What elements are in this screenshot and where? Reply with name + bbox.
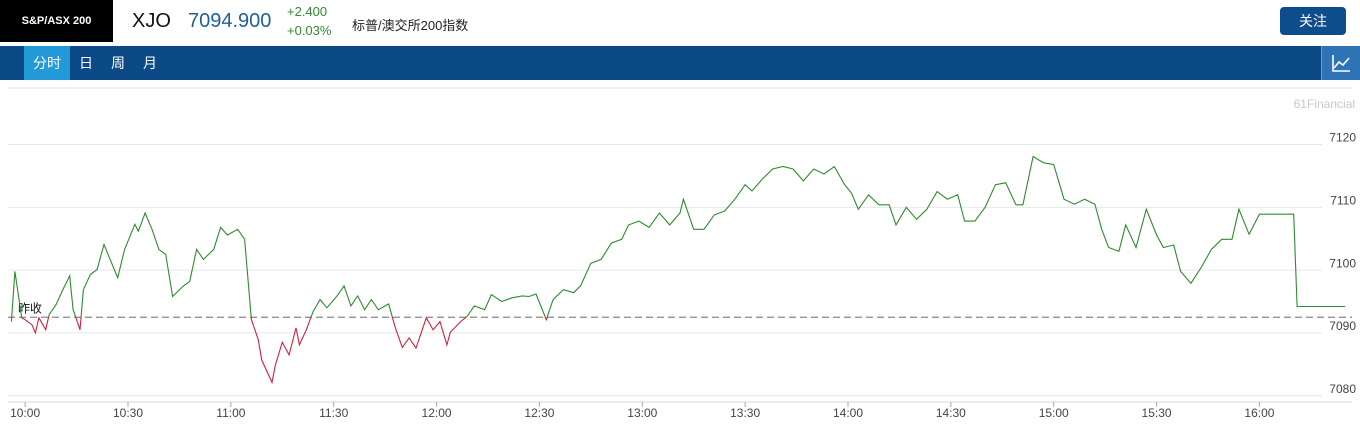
index-badge: S&P/ASX 200 xyxy=(0,0,113,42)
x-tick-label: 13:30 xyxy=(730,406,760,420)
y-tick-label: 7100 xyxy=(1329,256,1356,270)
tab-bar: 分时 日 周 月 xyxy=(0,46,1360,80)
x-tick-label: 11:30 xyxy=(319,406,348,420)
index-name: 标普/澳交所200指数 xyxy=(352,18,469,33)
x-tick-label: 12:30 xyxy=(524,406,554,420)
x-tick-label: 11:00 xyxy=(216,406,245,420)
symbol: XJO xyxy=(132,10,171,32)
watermark: 61Financial xyxy=(1294,97,1355,111)
header: S&P/ASX 200 XJO 7094.900 +2.400 +0.03% 标… xyxy=(0,0,1360,44)
y-tick-label: 7110 xyxy=(1330,193,1356,207)
price: 7094.900 xyxy=(188,10,272,32)
x-tick-label: 16:00 xyxy=(1244,406,1274,420)
follow-button[interactable]: 关注 xyxy=(1280,7,1346,35)
change-pct: +0.03% xyxy=(287,23,332,38)
x-tick-label: 10:30 xyxy=(113,406,143,420)
y-tick-label: 7120 xyxy=(1329,131,1356,145)
x-tick-label: 14:30 xyxy=(936,406,966,420)
x-tick-label: 14:00 xyxy=(833,406,863,420)
y-tick-label: 7080 xyxy=(1329,382,1356,396)
tab[interactable]: 月 xyxy=(143,55,157,71)
x-tick-label: 13:00 xyxy=(627,406,657,420)
chart: 61Financial 7080 7090 7100 7110 7120 10:00 10:3… xyxy=(8,87,1356,420)
icon-graphic xyxy=(1332,55,1350,72)
tab[interactable]: 日 xyxy=(79,55,93,71)
price-line xyxy=(10,155,1346,385)
reference-label: 昨收 xyxy=(18,301,42,315)
x-tick-label: 15:00 xyxy=(1039,406,1069,420)
x-tick-label: 15:30 xyxy=(1142,406,1172,420)
y-tick-label: 7090 xyxy=(1329,319,1356,333)
x-tick-label: 10:00 xyxy=(10,406,40,420)
chart-icon[interactable] xyxy=(1321,46,1360,80)
tab[interactable]: 周 xyxy=(111,55,125,71)
x-tick-label: 12:00 xyxy=(422,406,452,420)
tab[interactable]: 分时 xyxy=(24,46,70,80)
change: +2.400 xyxy=(287,4,328,19)
